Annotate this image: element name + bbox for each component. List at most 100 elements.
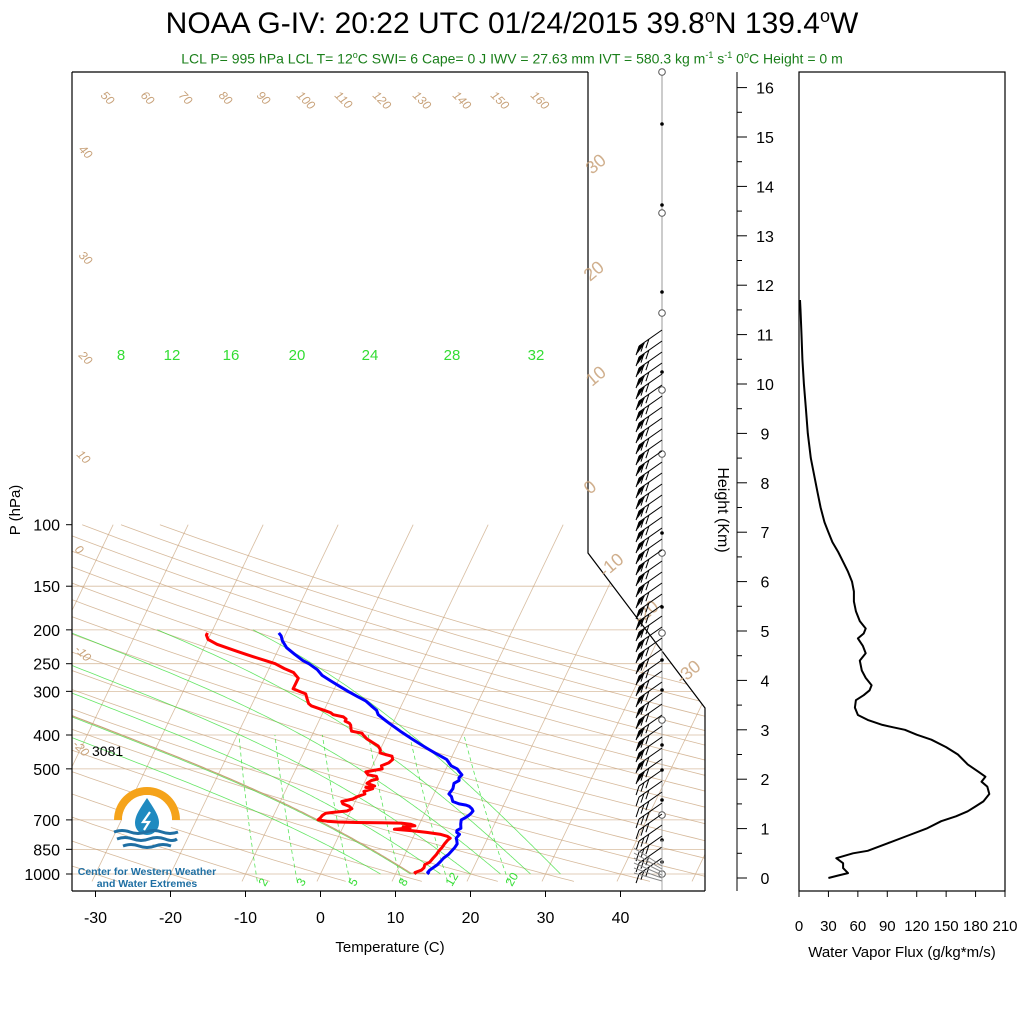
wind-barb-feather: [635, 653, 640, 664]
wind-barb-feather: [635, 642, 640, 653]
barb-station-circle: [658, 716, 666, 724]
flux-x-tick-label: 30: [820, 918, 837, 935]
wind-barb-staff: [638, 417, 663, 435]
barb-station-circle: [658, 629, 666, 637]
y-tick-label: 1000: [24, 867, 60, 884]
wind-barb-pennant: [637, 475, 646, 487]
logo-swirl-icon: [140, 811, 151, 831]
flux-x-tick-label: 0: [795, 918, 803, 935]
flux-frame: [798, 71, 1006, 892]
barb-station-dot: [660, 122, 664, 126]
wind-barb-feather: [635, 818, 640, 829]
wind-barb-staff: [638, 637, 663, 655]
wind-barb-feather: [635, 543, 640, 554]
wind-barb-feather: [635, 840, 640, 851]
wind-barb-feather: [645, 757, 650, 767]
wind-barb-feather: [645, 625, 650, 635]
wind-barb: [635, 725, 663, 752]
height-tick-label: 14: [756, 179, 774, 196]
wind-barb-feather: [635, 675, 640, 686]
wind-barb-pennant: [637, 420, 646, 432]
wind-barb-feather: [645, 504, 650, 514]
wind-barb: [635, 406, 663, 433]
moist-adiabat-label: 32: [528, 347, 545, 364]
surface-barb: [633, 852, 663, 870]
wind-barb: [635, 659, 663, 686]
theta-line-label-right: -30: [672, 656, 705, 688]
wind-barb-feather: [635, 620, 640, 631]
moist-adiabat-label: 24: [362, 347, 379, 364]
temp-line-label-upper: 150: [488, 88, 512, 112]
wind-barb-feather: [645, 361, 650, 371]
mixing-ratio-line: [367, 734, 402, 882]
wind-barb-feather: [635, 829, 640, 840]
dry-adiabat-line: [120, 524, 705, 882]
dry-adiabat-line: [72, 524, 651, 882]
wind-barb-feather: [645, 471, 650, 481]
wind-barb: [635, 472, 663, 499]
wind-barb-feather: [635, 741, 640, 752]
wind-barb-pennant: [637, 629, 646, 641]
wind-barb: [635, 516, 663, 543]
wind-barb-pennant: [637, 695, 646, 707]
logo-sun-ring: [114, 787, 180, 820]
barb-station-dot: [660, 531, 664, 535]
wind-barb: [635, 373, 663, 400]
mixing-ratio-label: 20: [502, 870, 521, 889]
wind-barb-pennant: [637, 354, 646, 366]
wind-barb: [635, 802, 663, 829]
wind-barb-feather: [635, 730, 640, 741]
theta-line-label-right: -10: [595, 549, 628, 581]
wind-barb: [635, 395, 663, 422]
height-tick-label: 16: [756, 81, 774, 98]
dry-adiabat-line: [72, 524, 705, 882]
wind-barb-feather: [645, 779, 650, 789]
wind-barb: [635, 736, 663, 763]
wind-barb-feather: [635, 763, 640, 774]
wind-barb: [635, 483, 663, 510]
mixing-ratio-line: [463, 734, 509, 882]
surface-barb: [633, 857, 663, 873]
wind-barb-feather: [645, 449, 650, 459]
wind-barb-feather: [645, 405, 650, 415]
wind-barb-staff: [638, 604, 663, 622]
wind-barb-staff: [638, 373, 663, 391]
subtitle-exp2: -1: [724, 50, 733, 60]
moist-adiabat-line: [72, 629, 441, 875]
barb-station-dot: [660, 370, 664, 374]
wind-barb-staff: [638, 494, 663, 512]
wind-barb: [635, 582, 663, 609]
flux-x-tick-label: 60: [850, 918, 867, 935]
wind-barb-staff: [638, 505, 663, 523]
title-text-a: NOAA G-IV: 20:22 UTC 01/24/2015 39.8: [165, 7, 705, 40]
wind-barb-pennant: [637, 706, 646, 718]
dry-adiabat-line: [72, 524, 270, 882]
wind-barb-pennant: [637, 431, 646, 443]
wind-barb-pennant: [637, 761, 646, 773]
barb-station-circle: [658, 811, 666, 819]
parcel-path-line: [72, 524, 426, 875]
wind-barb-staff: [638, 758, 663, 776]
wind-barb-feather: [645, 768, 650, 778]
moist-adiabat-line: [72, 629, 501, 875]
surface-barb: [633, 867, 663, 879]
barb-station-dot: [660, 743, 664, 747]
skewt-frame-right-edge: [587, 72, 706, 891]
dry-adiabat-line: [72, 524, 346, 882]
wind-barb-pennant: [637, 662, 646, 674]
wind-barb-pennant: [637, 409, 646, 421]
wind-barb: [635, 549, 663, 576]
wind-barb-feather: [635, 389, 640, 400]
wind-barb-feather: [635, 488, 640, 499]
wind-barb-feather: [645, 548, 650, 558]
wind-barb-pennant: [637, 717, 646, 729]
wind-barb-feather: [645, 658, 650, 668]
barb-station-circle: [658, 68, 666, 76]
wind-barb: [635, 593, 663, 620]
wind-barb-feather: [640, 804, 645, 814]
subtitle-deg2: o: [743, 50, 749, 60]
flux-x-tick-label: 180: [963, 918, 988, 935]
wind-barb-feather: [645, 537, 650, 547]
y-tick-label: 300: [33, 684, 60, 701]
subtitle-exp1: -1: [705, 50, 714, 60]
